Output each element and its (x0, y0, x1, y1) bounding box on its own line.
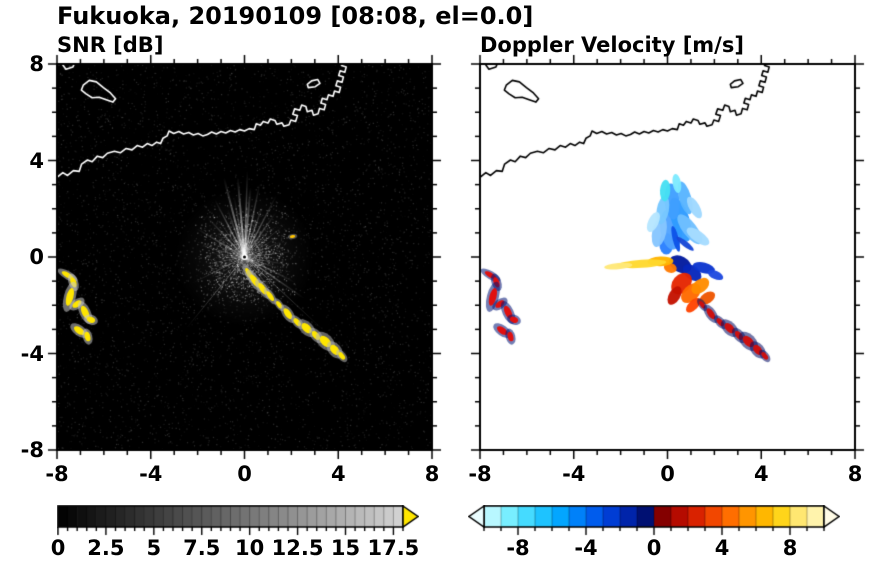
y-tick-label: 8 (29, 52, 44, 76)
x-tick-label: 8 (847, 462, 863, 486)
colorbar-tick-label: 4 (714, 536, 730, 560)
colorbar-tick-label: -8 (506, 536, 530, 560)
y-tick-label: 4 (29, 148, 44, 173)
snr-colorbar (57, 505, 419, 539)
colorbar-tick-label: -4 (574, 536, 598, 560)
x-tick-label: -8 (468, 462, 492, 486)
colorbar-tick-label: 0 (50, 536, 66, 560)
y-tick-label: -8 (20, 438, 44, 462)
x-tick-label: 0 (660, 462, 675, 486)
x-tick-label: 8 (424, 462, 440, 486)
velocity-colorbar (468, 505, 840, 539)
colorbar-tick-label: 5 (146, 536, 162, 560)
colorbar-tick-label: 8 (782, 536, 798, 560)
snr-plot-canvas (45, 52, 444, 462)
colorbar-tick-label: 0 (646, 536, 662, 560)
x-tick-label: -8 (45, 462, 69, 486)
colorbar-tick-label: 7.5 (183, 536, 221, 560)
colorbar-tick-label: 2.5 (87, 536, 125, 560)
colorbar-tick-label: 17.5 (367, 536, 420, 560)
figure-title: Fukuoka, 20190109 [08:08, el=0.0] (57, 2, 534, 30)
colorbar-tick-label: 15 (330, 536, 361, 560)
y-tick-label: 0 (29, 245, 44, 269)
x-tick-label: 4 (753, 462, 769, 486)
x-tick-label: 4 (330, 462, 346, 486)
colorbar-tick-label: 10 (235, 536, 265, 560)
x-tick-label: -4 (139, 462, 163, 486)
y-tick-label: -4 (20, 341, 44, 366)
x-tick-label: -4 (562, 462, 586, 486)
velocity-plot-canvas (468, 52, 867, 462)
colorbar-tick-label: 12.5 (271, 536, 324, 560)
x-tick-label: 0 (237, 462, 252, 486)
